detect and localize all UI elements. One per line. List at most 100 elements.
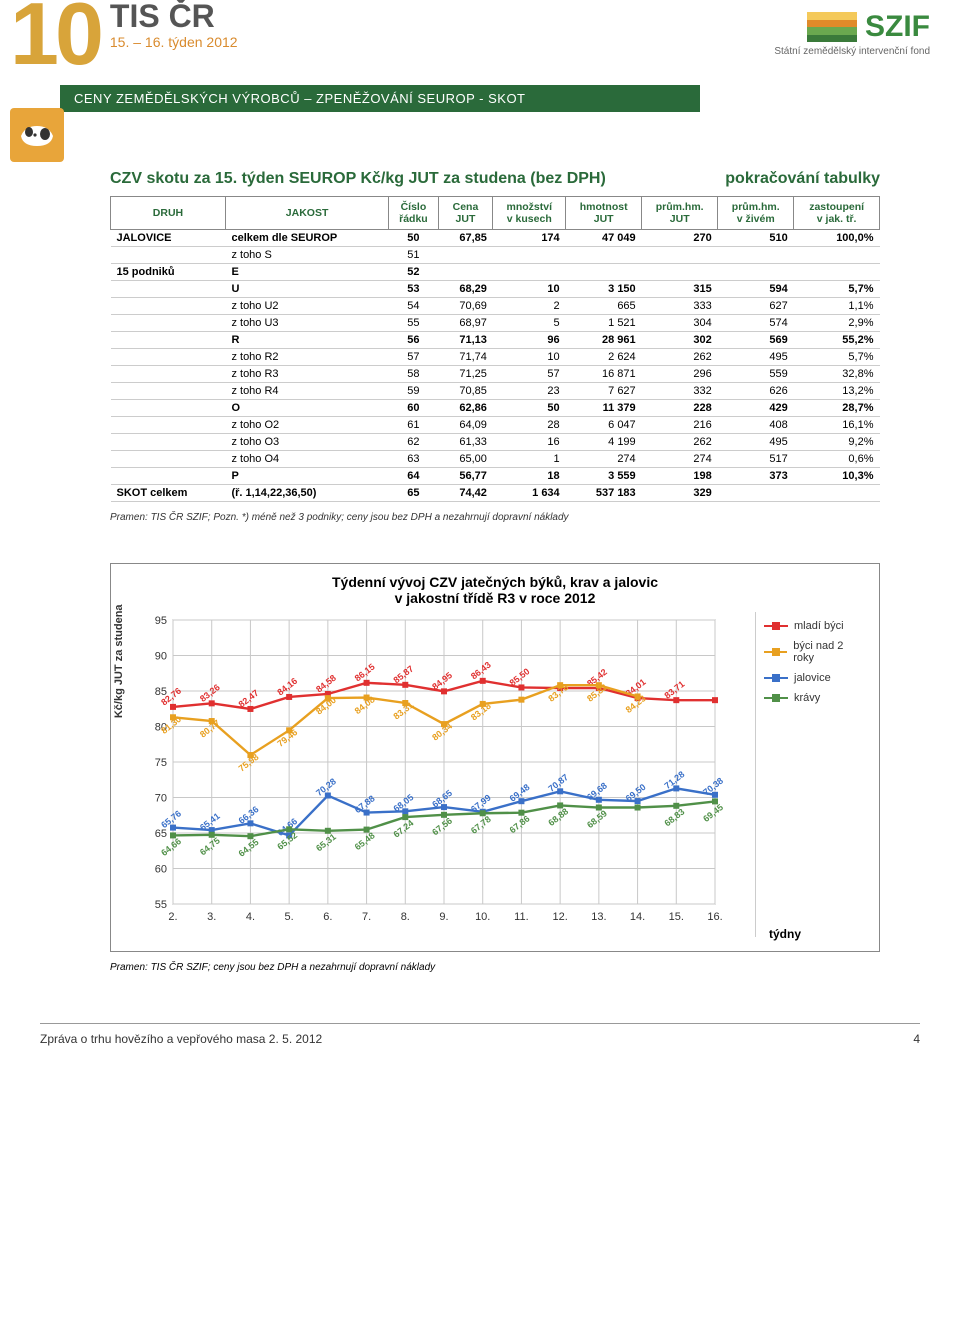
table-cell: 100,0% [794,230,880,247]
svg-text:11.: 11. [514,911,528,923]
table-cell: 333 [642,298,718,315]
chart-title-line2: v jakostní třídě R3 v roce 2012 [395,590,596,606]
table-cell: 50 [493,400,566,417]
table-cell: 71,25 [438,366,493,383]
table-header-cell: zastoupenív jak. tř. [794,197,880,230]
svg-text:2.: 2. [168,911,177,923]
table-cell: 1 [493,451,566,468]
section-band: CENY ZEMĚDĚLSKÝCH VÝROBCŮ – ZPENĚŽOVÁNÍ … [60,85,700,112]
table-cell: 495 [718,349,794,366]
table-cell [438,264,493,281]
table-footnote: Pramen: TIS ČR SZIF; Pozn. *) méně než 3… [110,512,880,523]
chart-ylabel: Kč/kg JUT za studena [113,604,125,718]
table-cell: 16 871 [566,366,642,383]
table-cell: (ř. 1,14,22,36,50) [225,485,388,502]
table-cell: 296 [642,366,718,383]
table-cell: 408 [718,417,794,434]
table-cell [438,247,493,264]
svg-text:16.: 16. [707,911,722,923]
table-cell: 70,85 [438,383,493,400]
table-cell: 61,33 [438,434,493,451]
svg-text:60: 60 [155,864,167,876]
table-cell: 55 [389,315,438,332]
table-cell: 495 [718,434,794,451]
table-cell: R [225,332,388,349]
chart-plot: Kč/kg JUT za studena 5560657075808590952… [125,612,747,937]
table-cell: 55,2% [794,332,880,349]
table-cell: 65,00 [438,451,493,468]
table-cell: 262 [642,434,718,451]
svg-text:9.: 9. [439,911,448,923]
table-cell [111,366,226,383]
table-cell: 61 [389,417,438,434]
table-cell [111,451,226,468]
table-cell [111,383,226,400]
table-header-cell: množstvív kusech [493,197,566,230]
szif-name: SZIF [865,10,930,44]
table-cell [718,264,794,281]
table-row: O6062,865011 37922842928,7% [111,400,880,417]
table-cell: 70,69 [438,298,493,315]
table-cell: z toho O2 [225,417,388,434]
table-cell: 64 [389,468,438,485]
table-cell: 517 [718,451,794,468]
table-cell: z toho R4 [225,383,388,400]
table-row: z toho O46365,0012742745170,6% [111,451,880,468]
table-cell: 627 [718,298,794,315]
table-cell: SKOT celkem [111,485,226,502]
legend-item: jalovice [764,672,865,684]
table-title-right: pokračování tabulky [725,170,880,188]
table-cell: 71,13 [438,332,493,349]
table-cell: 52 [389,264,438,281]
table-header-cell: JAKOST [225,197,388,230]
table-cell: 332 [642,383,718,400]
table-cell: 50 [389,230,438,247]
table-cell: 5 [493,315,566,332]
table-cell [493,247,566,264]
table-cell: z toho O3 [225,434,388,451]
legend-marker-icon [764,673,788,683]
table-cell: 262 [642,349,718,366]
table-cell: 0,6% [794,451,880,468]
table-cell [111,349,226,366]
table-cell: 10 [493,281,566,298]
table-cell: 429 [718,400,794,417]
table-cell: 67,85 [438,230,493,247]
svg-text:12.: 12. [552,911,567,923]
table-row: U5368,29103 1503155945,7% [111,281,880,298]
table-cell: 569 [718,332,794,349]
table-cell: JALOVICE [111,230,226,247]
table-cell: 59 [389,383,438,400]
table-cell: 65 [389,485,438,502]
table-cell: 665 [566,298,642,315]
table-cell: 270 [642,230,718,247]
table-row: z toho O26164,09286 04721640816,1% [111,417,880,434]
table-cell [493,264,566,281]
table-cell [718,485,794,502]
table-cell: 315 [642,281,718,298]
table-row: 15 podnikůE52 [111,264,880,281]
chart-title-line1: Týdenní vývoj CZV jatečných býků, krav a… [332,574,658,590]
table-cell [111,332,226,349]
table-cell: 57 [493,366,566,383]
svg-text:14.: 14. [630,911,645,923]
table-cell: 5,7% [794,281,880,298]
table-cell: 6 047 [566,417,642,434]
table-cell [111,315,226,332]
chart-container: Týdenní vývoj CZV jatečných býků, krav a… [110,563,880,952]
legend-item: mladí býci [764,620,865,632]
table-title: CZV skotu za 15. týden SEUROP Kč/kg JUT … [110,170,880,188]
table-row: z toho O36261,33164 1992624959,2% [111,434,880,451]
table-cell: E [225,264,388,281]
table-cell: 62,86 [438,400,493,417]
table-cell: 1 634 [493,485,566,502]
chart-title: Týdenní vývoj CZV jatečných býků, krav a… [125,574,865,606]
table-header-cell: CenaJUT [438,197,493,230]
table-cell [642,264,718,281]
table-cell: 198 [642,468,718,485]
table-cell: 510 [718,230,794,247]
table-cell: 594 [718,281,794,298]
table-cell: 373 [718,468,794,485]
svg-text:4.: 4. [246,911,255,923]
table-cell: 1 521 [566,315,642,332]
